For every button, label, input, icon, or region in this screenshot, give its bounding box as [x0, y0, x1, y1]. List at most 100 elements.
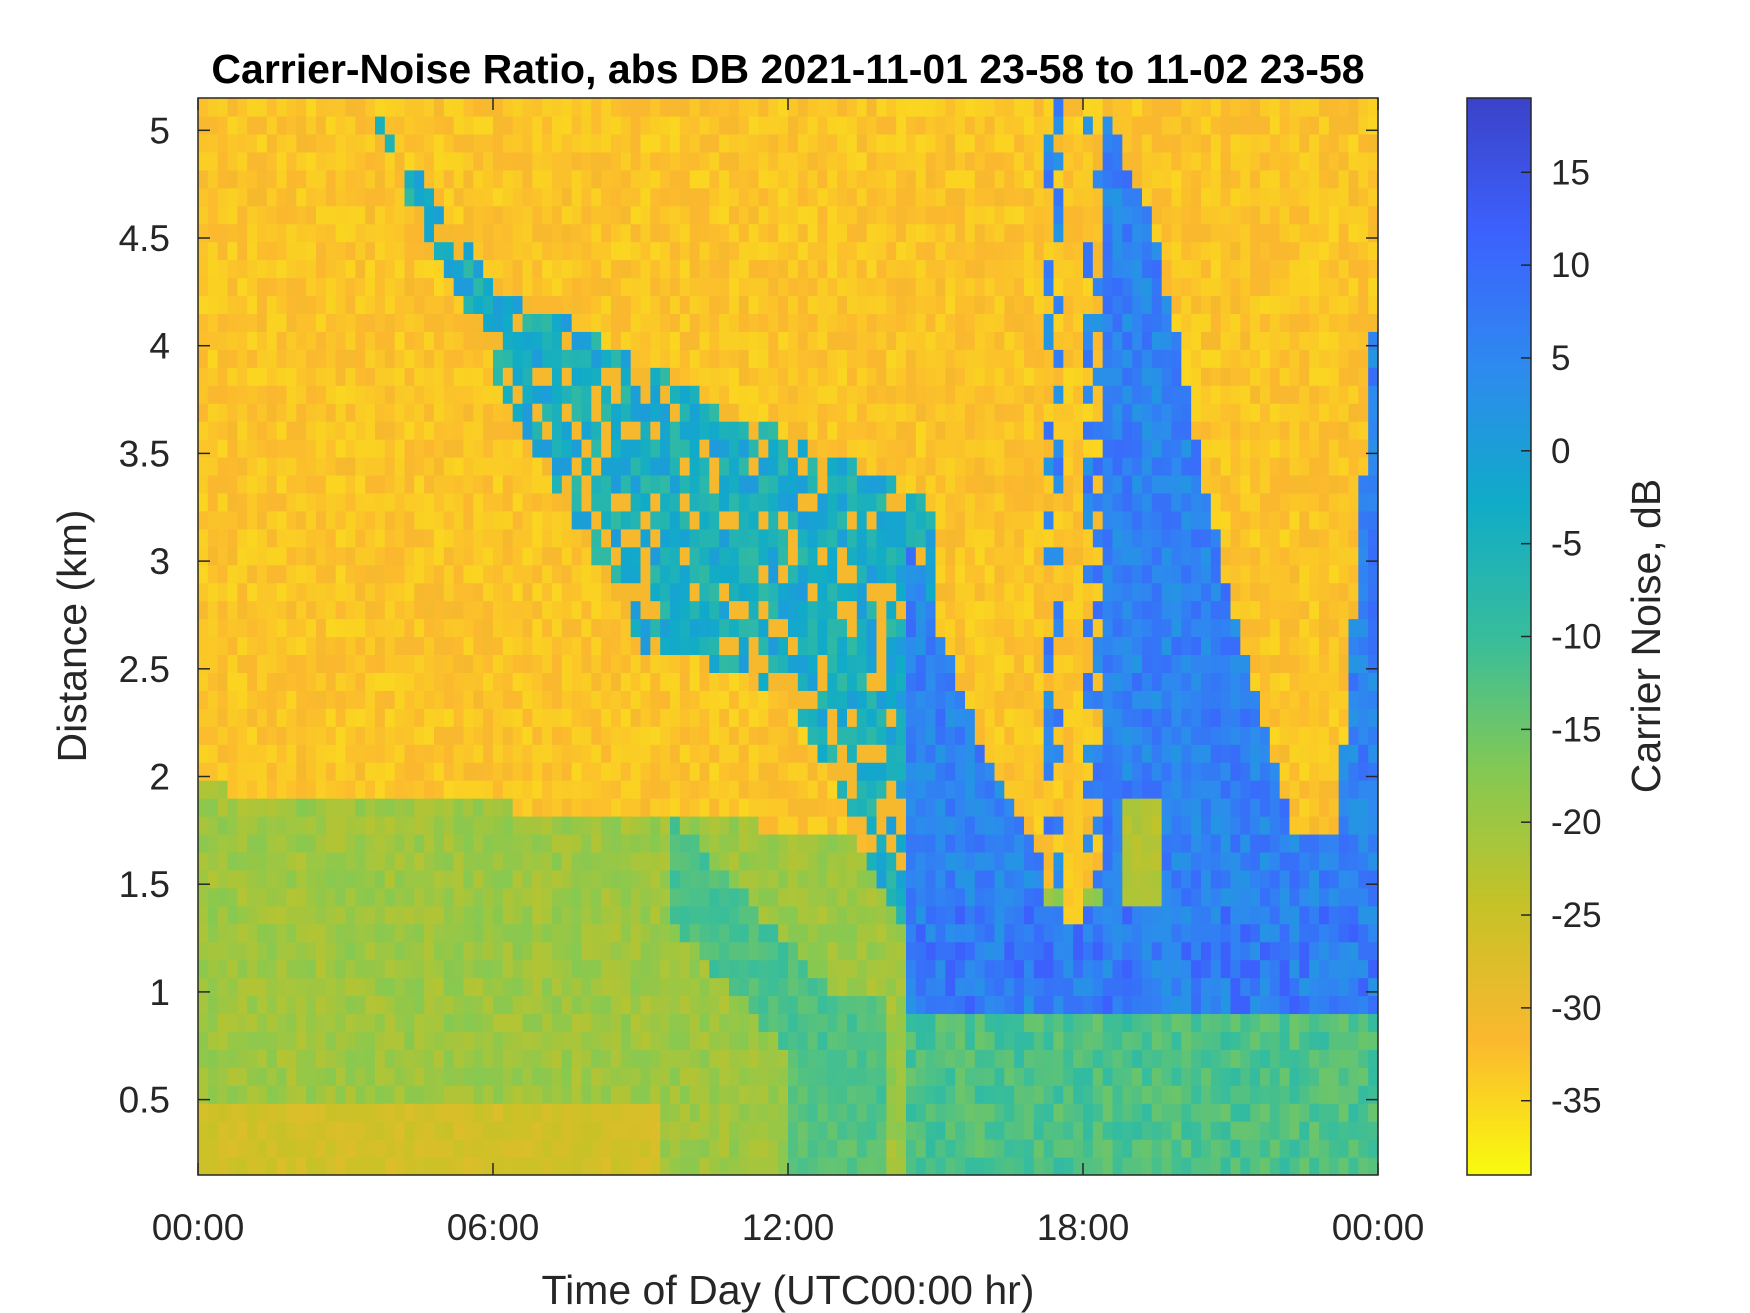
heatmap-cell: [483, 1031, 494, 1050]
heatmap-cell: [552, 223, 563, 243]
heatmap-cell: [729, 744, 740, 763]
heatmap-cell: [689, 564, 701, 584]
heatmap-cell: [552, 618, 563, 638]
heatmap-cell: [483, 98, 494, 117]
heatmap-cell: [404, 798, 415, 817]
heatmap-cell: [699, 439, 710, 458]
heatmap-cell: [758, 1139, 769, 1158]
heatmap-cell: [965, 421, 976, 440]
heatmap-cell: [335, 187, 347, 207]
heatmap-cell: [552, 115, 563, 135]
heatmap-cell: [394, 977, 406, 997]
heatmap-cell: [463, 1103, 474, 1122]
heatmap-cell: [473, 744, 484, 763]
heatmap-cell: [660, 223, 671, 243]
heatmap-cell: [502, 833, 514, 853]
heatmap-cell: [286, 708, 297, 727]
heatmap-cell: [620, 510, 632, 530]
heatmap-cell: [532, 564, 543, 584]
heatmap-cell: [217, 1157, 229, 1175]
heatmap-cell: [375, 187, 386, 207]
heatmap-cell: [630, 439, 642, 458]
heatmap-cell: [571, 1139, 583, 1158]
heatmap-cell: [325, 474, 337, 494]
heatmap-cell: [906, 923, 917, 943]
heatmap-cell: [827, 331, 838, 350]
heatmap-cell: [217, 762, 229, 781]
heatmap-cell: [994, 313, 1005, 332]
heatmap-cell: [886, 492, 897, 512]
heatmap-cell: [827, 510, 838, 530]
heatmap-cell: [758, 528, 769, 548]
heatmap-cell: [591, 1157, 602, 1175]
heatmap-cell: [620, 349, 632, 368]
heatmap-cell: [650, 905, 661, 925]
heatmap-cell: [483, 1103, 494, 1122]
heatmap-cell: [365, 295, 376, 314]
heatmap-cell: [463, 367, 474, 386]
heatmap-cell: [679, 205, 691, 225]
heatmap-cell: [463, 726, 474, 745]
heatmap-cell: [542, 869, 553, 889]
heatmap-cell: [748, 349, 760, 368]
heatmap-cell: [679, 349, 691, 368]
heatmap-cell: [758, 313, 769, 332]
heatmap-cell: [670, 169, 681, 189]
heatmap-cell: [217, 708, 229, 727]
heatmap-cell: [866, 995, 878, 1015]
heatmap-cell: [404, 726, 415, 745]
heatmap-cell: [630, 636, 642, 656]
heatmap-cell: [719, 1067, 730, 1086]
heatmap-cell: [522, 1103, 533, 1122]
heatmap-cell: [247, 223, 258, 243]
heatmap-cell: [925, 115, 937, 135]
heatmap-cell: [591, 510, 602, 530]
heatmap-cell: [797, 403, 809, 422]
heatmap-cell: [650, 205, 661, 225]
heatmap-cell: [817, 385, 828, 404]
heatmap-cell: [984, 421, 996, 440]
heatmap-cell: [906, 905, 917, 925]
heatmap-cell: [306, 1067, 317, 1086]
heatmap-cell: [325, 277, 337, 297]
heatmap-cell: [453, 582, 465, 602]
heatmap-cell: [856, 313, 868, 332]
heatmap-cell: [670, 115, 681, 135]
heatmap-cell: [198, 1085, 209, 1104]
heatmap-cell: [670, 690, 681, 709]
heatmap-cell: [847, 331, 858, 350]
heatmap-cell: [375, 977, 386, 997]
heatmap-cell: [217, 510, 229, 530]
heatmap-cell: [542, 762, 553, 781]
heatmap-cell: [493, 672, 504, 691]
heatmap-cell: [788, 564, 799, 584]
heatmap-cell: [797, 654, 809, 673]
heatmap-cell: [974, 98, 986, 117]
heatmap-cell: [738, 169, 750, 189]
heatmap-cell: [994, 744, 1005, 763]
heatmap-cell: [847, 223, 858, 243]
heatmap-cell: [345, 367, 356, 386]
heatmap-cell: [896, 959, 907, 979]
heatmap-cell: [807, 600, 819, 620]
heatmap-cell: [797, 941, 809, 961]
heatmap-cell: [886, 690, 897, 709]
heatmap-cell: [611, 869, 622, 889]
heatmap-cell: [286, 277, 297, 297]
heatmap-cell: [984, 816, 996, 835]
heatmap-cell: [679, 1049, 691, 1068]
heatmap-cell: [709, 169, 720, 189]
heatmap-cell: [640, 1139, 651, 1158]
heatmap-cell: [915, 672, 927, 691]
heatmap-cell: [817, 1139, 828, 1158]
heatmap-cell: [571, 510, 583, 530]
heatmap-cell: [807, 205, 819, 225]
heatmap-cell: [758, 959, 769, 979]
heatmap-cell: [581, 349, 592, 368]
heatmap-cell: [876, 510, 887, 530]
heatmap-cell: [630, 546, 642, 566]
heatmap-cell: [620, 959, 632, 979]
heatmap-cell: [502, 1013, 514, 1032]
heatmap-cell: [886, 241, 897, 261]
heatmap-cell: [758, 995, 769, 1015]
